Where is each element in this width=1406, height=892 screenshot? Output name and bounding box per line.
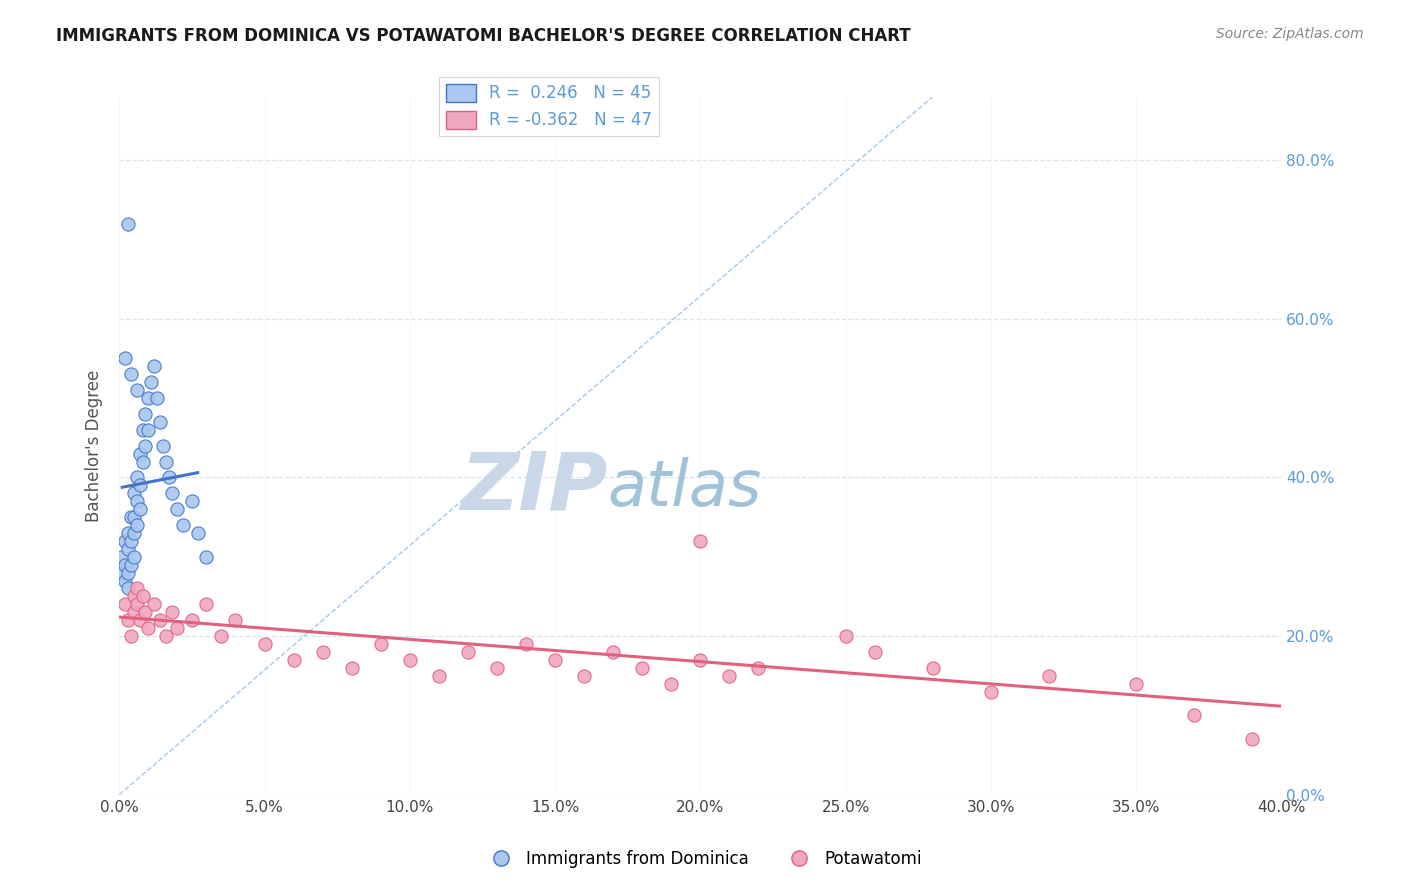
- Point: [136, 423, 159, 437]
- Point: [921, 661, 943, 675]
- Point: [143, 597, 166, 611]
- Point: [114, 558, 136, 572]
- Point: [152, 439, 174, 453]
- Point: [120, 558, 142, 572]
- Legend: Immigrants from Dominica, Potawatomi: Immigrants from Dominica, Potawatomi: [478, 844, 928, 875]
- Point: [863, 645, 886, 659]
- Point: [117, 525, 139, 540]
- Point: [1241, 732, 1264, 747]
- Point: [125, 470, 148, 484]
- Point: [122, 549, 145, 564]
- Point: [1038, 669, 1060, 683]
- Point: [155, 454, 177, 468]
- Point: [149, 415, 172, 429]
- Point: [111, 549, 134, 564]
- Point: [166, 502, 188, 516]
- Point: [125, 383, 148, 397]
- Point: [143, 359, 166, 374]
- Point: [149, 613, 172, 627]
- Point: [340, 661, 363, 675]
- Point: [283, 653, 305, 667]
- Point: [659, 676, 682, 690]
- Point: [160, 605, 183, 619]
- Point: [120, 629, 142, 643]
- Point: [117, 582, 139, 596]
- Point: [114, 533, 136, 548]
- Point: [253, 637, 276, 651]
- Point: [180, 494, 202, 508]
- Point: [120, 533, 142, 548]
- Point: [689, 653, 711, 667]
- Point: [136, 621, 159, 635]
- Point: [134, 407, 156, 421]
- Point: [136, 391, 159, 405]
- Text: IMMIGRANTS FROM DOMINICA VS POTAWATOMI BACHELOR'S DEGREE CORRELATION CHART: IMMIGRANTS FROM DOMINICA VS POTAWATOMI B…: [56, 27, 911, 45]
- Point: [180, 613, 202, 627]
- Text: Source: ZipAtlas.com: Source: ZipAtlas.com: [1216, 27, 1364, 41]
- Point: [1182, 708, 1205, 723]
- Point: [134, 605, 156, 619]
- Point: [117, 613, 139, 627]
- Point: [157, 470, 180, 484]
- Point: [398, 653, 420, 667]
- Y-axis label: Bachelor's Degree: Bachelor's Degree: [86, 369, 103, 522]
- Point: [114, 351, 136, 366]
- Point: [980, 684, 1002, 698]
- Point: [146, 391, 169, 405]
- Point: [195, 597, 218, 611]
- Point: [125, 582, 148, 596]
- Point: [834, 629, 856, 643]
- Point: [131, 590, 153, 604]
- Point: [128, 478, 150, 492]
- Point: [125, 597, 148, 611]
- Point: [689, 533, 711, 548]
- Point: [122, 605, 145, 619]
- Point: [122, 590, 145, 604]
- Point: [311, 645, 333, 659]
- Point: [122, 510, 145, 524]
- Point: [224, 613, 246, 627]
- Point: [114, 574, 136, 588]
- Point: [155, 629, 177, 643]
- Point: [209, 629, 232, 643]
- Point: [485, 661, 508, 675]
- Point: [141, 375, 163, 389]
- Point: [631, 661, 654, 675]
- Point: [166, 621, 188, 635]
- Point: [515, 637, 537, 651]
- Point: [134, 439, 156, 453]
- Point: [172, 518, 194, 533]
- Point: [128, 446, 150, 460]
- Point: [111, 566, 134, 580]
- Point: [122, 486, 145, 500]
- Point: [122, 525, 145, 540]
- Point: [572, 669, 595, 683]
- Point: [195, 549, 218, 564]
- Point: [131, 423, 153, 437]
- Point: [125, 518, 148, 533]
- Point: [1125, 676, 1147, 690]
- Point: [114, 597, 136, 611]
- Point: [125, 494, 148, 508]
- Point: [747, 661, 769, 675]
- Point: [370, 637, 392, 651]
- Text: ZIP: ZIP: [460, 449, 607, 526]
- Text: atlas: atlas: [607, 457, 762, 518]
- Point: [160, 486, 183, 500]
- Point: [427, 669, 450, 683]
- Point: [131, 454, 153, 468]
- Point: [117, 566, 139, 580]
- Point: [602, 645, 624, 659]
- Legend: R =  0.246   N = 45, R = -0.362   N = 47: R = 0.246 N = 45, R = -0.362 N = 47: [440, 77, 659, 136]
- Point: [718, 669, 741, 683]
- Point: [457, 645, 479, 659]
- Point: [187, 525, 209, 540]
- Point: [544, 653, 567, 667]
- Point: [117, 217, 139, 231]
- Point: [128, 502, 150, 516]
- Point: [117, 541, 139, 556]
- Point: [120, 510, 142, 524]
- Point: [128, 613, 150, 627]
- Point: [120, 368, 142, 382]
